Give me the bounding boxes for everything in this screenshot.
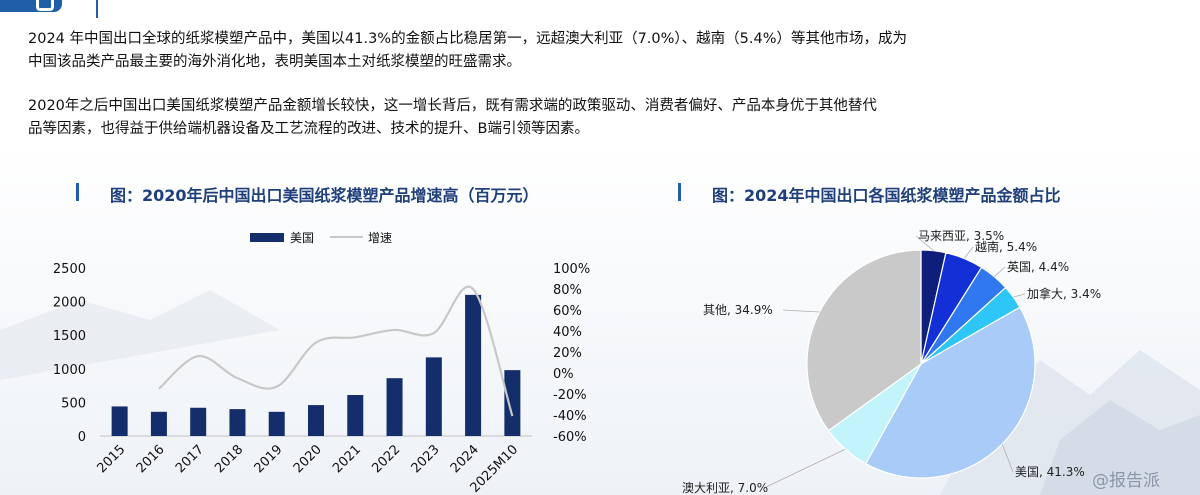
bar-2021 — [347, 395, 364, 436]
chart2-title: 图：2024年中国出口各国纸浆模塑产品金额占比 — [712, 186, 1061, 205]
pie-leader-0 — [915, 235, 934, 251]
bar-2024 — [465, 294, 482, 436]
pie-leader-2 — [994, 266, 1006, 277]
pie-leader-6 — [782, 309, 820, 313]
paragraph-2-line-2: 品等因素，也得益于供给端机器设备及工艺流程的改进、技术的提升、B端引领等因素。 — [28, 121, 589, 137]
pie-leader-4 — [1001, 443, 1014, 473]
y2-tick-label: 0% — [553, 367, 574, 382]
legend-label-line: 增速 — [368, 231, 392, 245]
header-divider — [96, 0, 98, 18]
y-tick-label: 1000 — [53, 363, 86, 378]
growth-rate-line — [158, 285, 514, 417]
pie-label-6: 其他, 34.9% — [703, 303, 773, 317]
y-tick-label: 0 — [78, 430, 86, 445]
paragraph-2: 2020年之后中国出口美国纸浆模塑产品金额增长较快，这一增长背后，既有需求端的政… — [28, 95, 877, 141]
pie-leader-3 — [1013, 293, 1026, 298]
y2-tick-label: 20% — [553, 346, 582, 361]
y-tick-label: 1500 — [53, 329, 86, 344]
pie-label-0: 马来西亚, 3.5% — [918, 229, 1004, 243]
y2-tick-label: 60% — [553, 304, 582, 319]
bar-2025M10 — [504, 370, 521, 436]
pie-leader-1 — [964, 246, 974, 259]
pie-label-2: 英国, 4.4% — [1007, 260, 1069, 274]
bar-2022 — [386, 378, 403, 436]
pie-leader-5 — [763, 448, 846, 489]
chart2-title-bar — [678, 183, 681, 201]
paragraph-1-line-1: 2024 年中国出口全球的纸浆模塑产品中，美国以41.3%的金额占比稳居第一，远… — [28, 31, 907, 47]
y-tick-label: 2500 — [53, 262, 86, 277]
bar-2015 — [111, 406, 128, 436]
bar-2023 — [425, 357, 442, 436]
pie-label-5: 澳大利亚, 7.0% — [682, 481, 768, 495]
y-tick-label: 2000 — [53, 296, 86, 311]
bar-2019 — [268, 411, 285, 436]
bar-2018 — [229, 409, 246, 436]
bar-2017 — [190, 407, 207, 436]
y2-tick-label: -40% — [553, 409, 587, 424]
legend-label-bar: 美国 — [290, 231, 314, 245]
y2-tick-label: 80% — [553, 283, 582, 298]
y2-tick-label: 100% — [553, 262, 590, 277]
bar-2020 — [308, 405, 324, 436]
y2-tick-label: 40% — [553, 325, 582, 340]
chart1-title-bar — [76, 183, 79, 201]
paragraph-1: 2024 年中国出口全球的纸浆模塑产品中，美国以41.3%的金额占比稳居第一，远… — [28, 28, 907, 74]
paragraph-2-line-1: 2020年之后中国出口美国纸浆模塑产品金额增长较快，这一增长背后，既有需求端的政… — [28, 98, 877, 114]
y2-tick-label: -20% — [553, 388, 587, 403]
corner-section-tab — [0, 0, 62, 12]
pie-label-3: 加拿大, 3.4% — [1027, 286, 1101, 301]
chart1-title: 图：2020年后中国出口美国纸浆模塑产品增速高（百万元） — [110, 186, 539, 205]
y2-tick-label: -60% — [553, 430, 587, 445]
pie-label-4: 美国, 41.3% — [1015, 465, 1085, 479]
tab-mark-icon — [36, 0, 54, 11]
watermark: @报告派 — [1092, 471, 1160, 491]
paragraph-1-line-2: 中国该品类产品最主要的海外消化地，表明美国本土对纸浆模塑的旺盛需求。 — [28, 54, 521, 70]
legend-swatch-bar — [250, 233, 284, 242]
pie-slice-6 — [806, 249, 922, 432]
bar-2016 — [150, 411, 167, 436]
pie-label-1: 越南, 5.4% — [975, 239, 1037, 254]
y-tick-label: 500 — [61, 396, 86, 411]
